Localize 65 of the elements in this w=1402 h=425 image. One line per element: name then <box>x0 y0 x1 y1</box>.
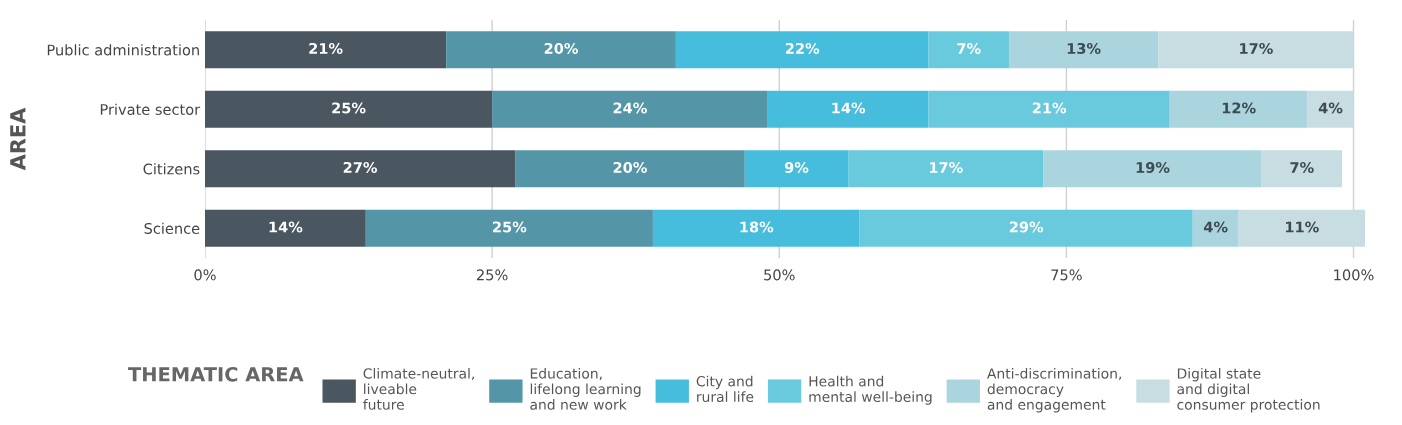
legend-label: Climate-neutral, liveable future <box>363 367 474 410</box>
y-axis-title: AREA <box>10 107 26 171</box>
bar <box>205 31 447 69</box>
legend-label: City and rural life <box>696 375 754 403</box>
legend-label: Health and mental well-being <box>809 375 932 405</box>
data-label: 13% <box>1067 42 1101 54</box>
data-label: 7% <box>957 42 981 54</box>
bar <box>928 90 1170 128</box>
x-tick-label: 0% <box>194 269 216 281</box>
legend-label: Digital state and digital consumer protection <box>1177 367 1320 413</box>
data-label: 22% <box>785 42 820 54</box>
bar <box>205 90 493 128</box>
data-label: 21% <box>309 42 343 54</box>
bar <box>1169 90 1308 128</box>
data-label: 29% <box>1009 221 1044 233</box>
y-tick-label: Private sector <box>100 103 201 115</box>
legend-label: Anti-discrimination, democracy and engagement <box>987 367 1122 413</box>
bar <box>859 209 1193 247</box>
bar <box>767 90 929 128</box>
data-label: 14% <box>269 221 303 233</box>
x-tick-label: 50% <box>764 269 795 281</box>
legend-title: THEMATIC AREA <box>128 366 304 382</box>
bar <box>205 209 366 247</box>
bar <box>1238 209 1365 247</box>
bar <box>205 150 516 188</box>
data-label: 27% <box>343 161 378 173</box>
bar <box>1307 90 1354 128</box>
data-label: 7% <box>1290 161 1314 173</box>
data-label: 25% <box>493 221 527 233</box>
data-label: 4% <box>1203 221 1228 233</box>
bar <box>1192 209 1239 247</box>
bar <box>1008 31 1159 69</box>
y-tick-label: Science <box>144 222 200 234</box>
bar <box>515 150 745 188</box>
legend-label: Education, lifelong learning and new work <box>530 367 641 410</box>
data-label: 25% <box>332 102 366 114</box>
data-label: 14% <box>832 102 866 114</box>
x-tick-label: 100% <box>1334 269 1374 281</box>
bar <box>848 150 1044 188</box>
x-tick-label: 25% <box>476 269 508 281</box>
y-tick-label: Public administration <box>47 44 199 56</box>
bar <box>446 31 676 69</box>
data-label: 19% <box>1136 161 1170 173</box>
bar <box>928 31 1009 69</box>
data-label: 21% <box>1032 102 1067 114</box>
bar <box>1261 150 1343 188</box>
bar <box>675 31 929 69</box>
data-label: 17% <box>929 161 963 173</box>
bar <box>492 90 768 128</box>
y-tick-label: Citizens <box>143 163 200 175</box>
bar <box>365 209 653 247</box>
x-tick-label: 75% <box>1051 269 1082 281</box>
data-label: 12% <box>1222 102 1256 114</box>
data-label: 4% <box>1318 102 1343 114</box>
data-label: 20% <box>544 42 579 54</box>
bar <box>744 150 849 188</box>
data-label: 11% <box>1286 221 1319 233</box>
bar <box>1043 150 1262 188</box>
bar <box>1158 31 1354 69</box>
data-label: 24% <box>613 102 647 114</box>
data-label: 18% <box>740 221 774 233</box>
data-label: 9% <box>784 161 809 173</box>
bar <box>652 209 860 247</box>
data-label: 17% <box>1240 42 1273 54</box>
data-label: 20% <box>613 161 647 173</box>
